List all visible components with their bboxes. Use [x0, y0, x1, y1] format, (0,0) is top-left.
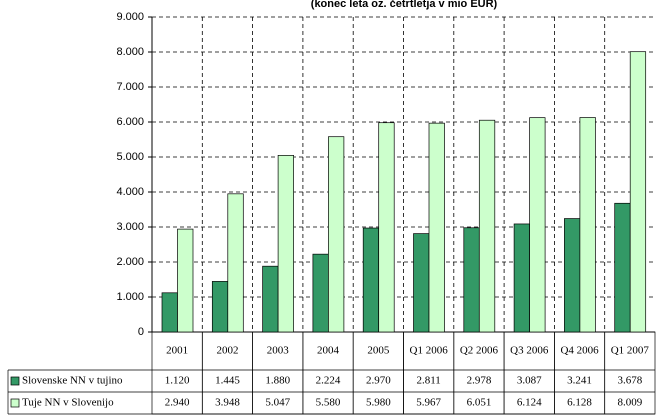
bar	[362, 227, 380, 333]
bar	[428, 122, 445, 333]
table-value: 5.047	[265, 397, 290, 409]
table-value: 3.678	[617, 375, 642, 387]
y-tick-label: 5.000	[116, 151, 144, 163]
legend-swatch	[10, 376, 20, 386]
x-tick-label: Q1 2007	[611, 345, 650, 357]
bar	[312, 253, 329, 333]
table-value: 3.241	[567, 375, 592, 387]
bar	[161, 292, 178, 333]
bar	[277, 155, 294, 333]
bar	[529, 117, 546, 333]
table-value: 6.124	[517, 397, 542, 409]
table-value: 2.224	[316, 375, 341, 387]
table-value: 6.051	[467, 397, 492, 409]
table-value: 1.445	[215, 375, 240, 387]
table-value: 8.009	[617, 397, 642, 409]
bar	[328, 136, 345, 333]
x-tick-label: 2004	[317, 345, 340, 357]
table-value: 1.120	[165, 375, 190, 387]
table-value: 2.970	[366, 375, 391, 387]
x-tick-label: Q1 2006	[410, 345, 449, 357]
chart-subtitle: (konec leta oz. četrtletja v mio EUR)	[311, 0, 498, 10]
bar	[262, 265, 279, 333]
y-tick-label: 6.000	[116, 116, 144, 128]
x-tick-label: Q3 2006	[510, 345, 549, 357]
y-tick-label: 4.000	[116, 186, 144, 198]
y-tick-label: 8.000	[116, 46, 144, 58]
bar	[564, 218, 581, 333]
y-tick-label: 3.000	[116, 221, 144, 233]
bar	[463, 227, 480, 333]
bar	[413, 233, 430, 333]
table-value: 2.811	[416, 375, 440, 387]
y-tick-label: 7.000	[116, 81, 144, 93]
x-tick-label: 2005	[367, 345, 390, 357]
table-value: 6.128	[567, 397, 592, 409]
table-value: 1.880	[265, 375, 290, 387]
y-tick-label: 9.000	[116, 11, 144, 23]
bar	[513, 223, 530, 333]
legend-label: Slovenske NN v tujino	[22, 375, 123, 387]
x-tick-label: 2003	[267, 345, 290, 357]
x-tick-label: Q2 2006	[460, 345, 499, 357]
bar	[378, 122, 395, 333]
x-tick-label: 2002	[216, 345, 238, 357]
table-value: 2.978	[467, 375, 492, 387]
table-value: 2.940	[165, 397, 190, 409]
table-value: 5.580	[316, 397, 341, 409]
y-tick-label: 2.000	[116, 256, 144, 268]
bar	[211, 281, 229, 333]
bar	[227, 193, 244, 333]
bar	[629, 51, 647, 333]
bar	[579, 117, 596, 333]
y-tick-label: 0	[138, 326, 144, 338]
table-value: 3.087	[517, 375, 542, 387]
legend-swatch	[10, 398, 20, 408]
x-tick-label: Q4 2006	[560, 345, 599, 357]
y-tick-label: 1.000	[116, 291, 144, 303]
x-tick-label: 2001	[166, 345, 188, 357]
table-value: 5.980	[366, 397, 391, 409]
legend-label: Tuje NN v Slovenijo	[22, 397, 114, 409]
bar	[478, 119, 496, 333]
bar	[614, 202, 631, 333]
table-value: 5.967	[416, 397, 441, 409]
bar	[177, 228, 194, 333]
table-value: 3.948	[215, 397, 240, 409]
